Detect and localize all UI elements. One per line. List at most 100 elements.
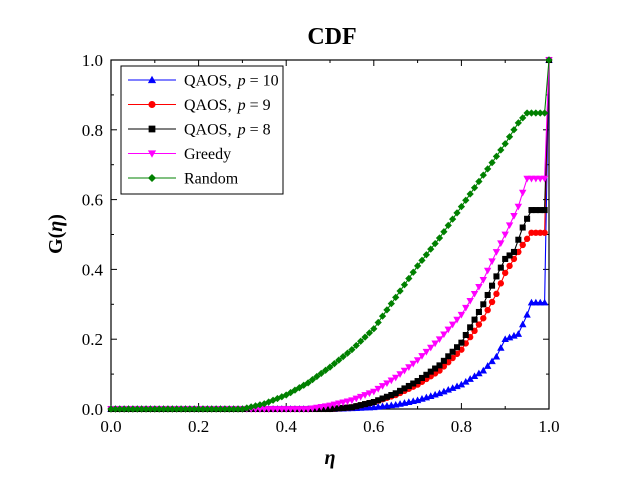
data-point [409,360,417,368]
data-point [475,308,482,315]
x-axis-label: η [325,447,336,469]
legend-label: QAOS, p = 9 [184,97,271,114]
data-point [497,344,505,351]
data-point [515,236,522,243]
data-point [514,203,523,211]
data-point [427,245,435,253]
legend-item: Greedy [128,146,231,163]
data-point [440,228,448,236]
data-point [418,256,426,264]
data-point [427,344,435,352]
data-point [405,364,413,371]
legend-marker [147,173,157,183]
data-point [448,321,457,329]
data-point [492,152,501,160]
data-point [519,114,527,122]
y-tick-label: 0.4 [82,260,104,279]
data-point [413,262,422,270]
data-point [413,357,422,364]
legend-label: Greedy [184,146,231,163]
data-point [519,320,527,328]
data-point [378,312,387,320]
data-point [321,403,330,411]
data-point [480,301,487,308]
data-point [378,383,387,390]
data-point [453,209,461,217]
data-point [330,360,339,368]
data-point [497,264,504,271]
data-point [497,146,505,154]
data-point [440,331,448,339]
data-point [502,255,509,262]
x-tick-label: 0.4 [276,417,298,436]
data-point [335,400,343,408]
data-point [422,251,430,259]
chart-title: CDF [307,24,356,50]
data-point [357,337,365,345]
data-point [540,298,549,306]
data-point [510,213,518,220]
data-point [343,349,352,357]
data-point [527,298,536,306]
data-point [462,331,469,339]
data-point [462,304,470,312]
data-point [356,393,365,401]
data-point [523,175,531,183]
x-tick-label: 0.6 [363,417,384,436]
data-point [483,362,492,369]
data-point [492,249,501,256]
data-point [391,374,400,382]
y-tick-label: 0.0 [82,400,103,419]
data-point [361,333,369,341]
legend-item: Random [128,171,239,188]
data-point [383,306,391,314]
data-point [409,268,417,276]
data-point [475,283,483,291]
data-point [370,325,378,333]
data-point [489,282,496,289]
data-point [264,406,273,413]
data-point [467,324,474,331]
legend-label: Random [184,171,239,188]
data-point [540,175,549,183]
x-tick-label: 1.0 [538,417,559,436]
data-point [405,274,413,283]
data-point [352,341,360,350]
data-point [488,258,496,266]
data-point [506,252,513,259]
data-point [466,297,474,305]
data-point [435,234,444,242]
data-point [449,215,457,223]
data-point [502,269,509,277]
data-point [514,330,523,337]
data-point [432,365,439,372]
data-point [387,377,396,385]
data-point [475,321,483,328]
data-point [365,329,374,337]
data-point [313,372,321,381]
data-point [304,379,312,387]
data-point [343,398,352,406]
data-point [488,357,496,365]
data-point [449,348,456,355]
data-point [427,368,434,375]
data-point [493,290,500,298]
data-point [273,406,282,413]
data-point [479,277,488,284]
data-point [291,406,299,413]
data-point [374,318,382,327]
series-layer [107,56,553,413]
data-point [536,175,544,183]
data-point [278,406,286,413]
data-point [480,315,487,322]
x-tick-label: 0.0 [100,417,121,436]
data-point [457,202,466,211]
data-point [444,326,452,334]
data-point [436,362,443,369]
y-tick-label: 0.6 [82,191,103,210]
legend-item: QAOS, p = 9 [128,97,271,114]
data-point [541,229,548,236]
data-point [321,366,330,374]
data-point [532,298,540,306]
